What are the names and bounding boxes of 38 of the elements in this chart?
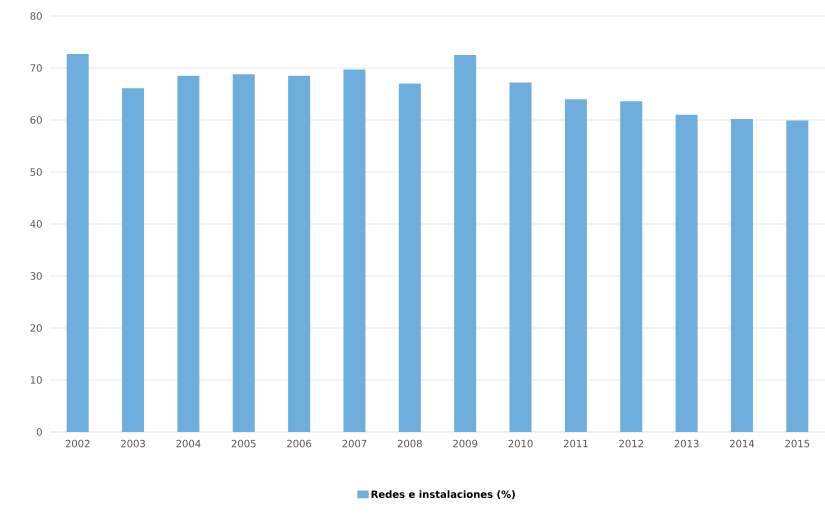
bar bbox=[454, 55, 476, 432]
y-tick-label: 60 bbox=[30, 116, 42, 124]
y-tick-label: 50 bbox=[30, 168, 42, 176]
x-tick-label: 2004 bbox=[176, 440, 201, 448]
x-tick-label: 2010 bbox=[508, 440, 533, 448]
y-tick-label: 0 bbox=[36, 428, 42, 436]
legend-label: Redes e instalaciones (%) bbox=[372, 490, 515, 500]
bar bbox=[232, 74, 255, 432]
x-tick-label: 2007 bbox=[342, 440, 366, 448]
bar bbox=[398, 84, 421, 432]
bar bbox=[66, 54, 89, 432]
bar bbox=[288, 76, 310, 432]
x-tick-label: 2009 bbox=[453, 440, 478, 448]
x-tick-label: 2015 bbox=[785, 440, 810, 448]
x-tick-label: 2012 bbox=[619, 440, 643, 448]
y-tick-label: 10 bbox=[30, 376, 42, 384]
y-tick-label: 70 bbox=[30, 64, 42, 72]
bar bbox=[676, 114, 698, 432]
bar bbox=[786, 120, 808, 432]
bar bbox=[177, 76, 200, 432]
y-tick-label: 30 bbox=[30, 272, 42, 280]
bar bbox=[564, 99, 587, 432]
x-tick-label: 2008 bbox=[398, 440, 422, 448]
bar bbox=[730, 118, 753, 432]
y-tick-label: 40 bbox=[30, 220, 42, 228]
x-tick-label: 2014 bbox=[730, 440, 754, 448]
bar bbox=[343, 70, 366, 432]
x-tick-label: 2005 bbox=[232, 440, 256, 448]
x-tick-label: 2002 bbox=[66, 440, 90, 448]
x-tick-label: 2013 bbox=[674, 440, 699, 448]
bar bbox=[122, 88, 144, 432]
bar bbox=[510, 82, 532, 432]
bar bbox=[620, 101, 642, 432]
y-tick-label: 80 bbox=[30, 12, 42, 20]
x-tick-label: 2011 bbox=[564, 440, 588, 448]
x-tick-label: 2006 bbox=[287, 440, 312, 448]
y-tick-label: 20 bbox=[30, 324, 42, 332]
x-tick-label: 2003 bbox=[121, 440, 145, 448]
